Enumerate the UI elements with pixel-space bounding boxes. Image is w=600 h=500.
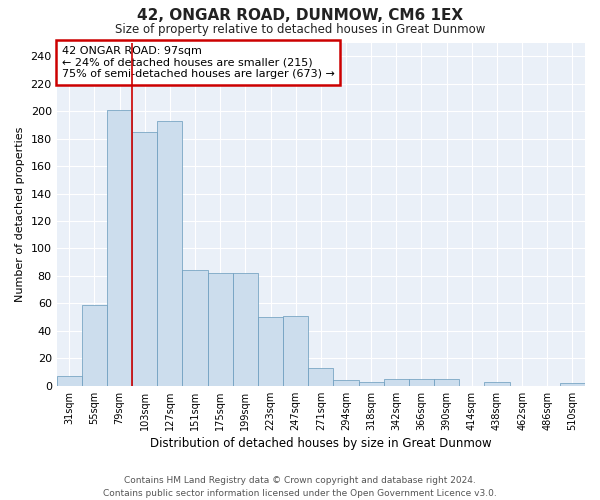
- Text: 42 ONGAR ROAD: 97sqm
← 24% of detached houses are smaller (215)
75% of semi-deta: 42 ONGAR ROAD: 97sqm ← 24% of detached h…: [62, 46, 335, 79]
- Bar: [107, 110, 132, 386]
- Bar: [258, 317, 283, 386]
- Bar: [233, 273, 258, 386]
- Bar: [82, 305, 107, 386]
- Bar: [308, 368, 334, 386]
- Bar: [359, 382, 384, 386]
- Bar: [132, 132, 157, 386]
- Bar: [56, 376, 82, 386]
- Bar: [434, 379, 459, 386]
- Y-axis label: Number of detached properties: Number of detached properties: [15, 126, 25, 302]
- Bar: [157, 121, 182, 386]
- Bar: [560, 383, 585, 386]
- Text: Size of property relative to detached houses in Great Dunmow: Size of property relative to detached ho…: [115, 22, 485, 36]
- X-axis label: Distribution of detached houses by size in Great Dunmow: Distribution of detached houses by size …: [150, 437, 491, 450]
- Text: 42, ONGAR ROAD, DUNMOW, CM6 1EX: 42, ONGAR ROAD, DUNMOW, CM6 1EX: [137, 8, 463, 22]
- Bar: [283, 316, 308, 386]
- Bar: [384, 379, 409, 386]
- Bar: [182, 270, 208, 386]
- Bar: [484, 382, 509, 386]
- Bar: [334, 380, 359, 386]
- Bar: [409, 379, 434, 386]
- Bar: [208, 273, 233, 386]
- Text: Contains HM Land Registry data © Crown copyright and database right 2024.
Contai: Contains HM Land Registry data © Crown c…: [103, 476, 497, 498]
